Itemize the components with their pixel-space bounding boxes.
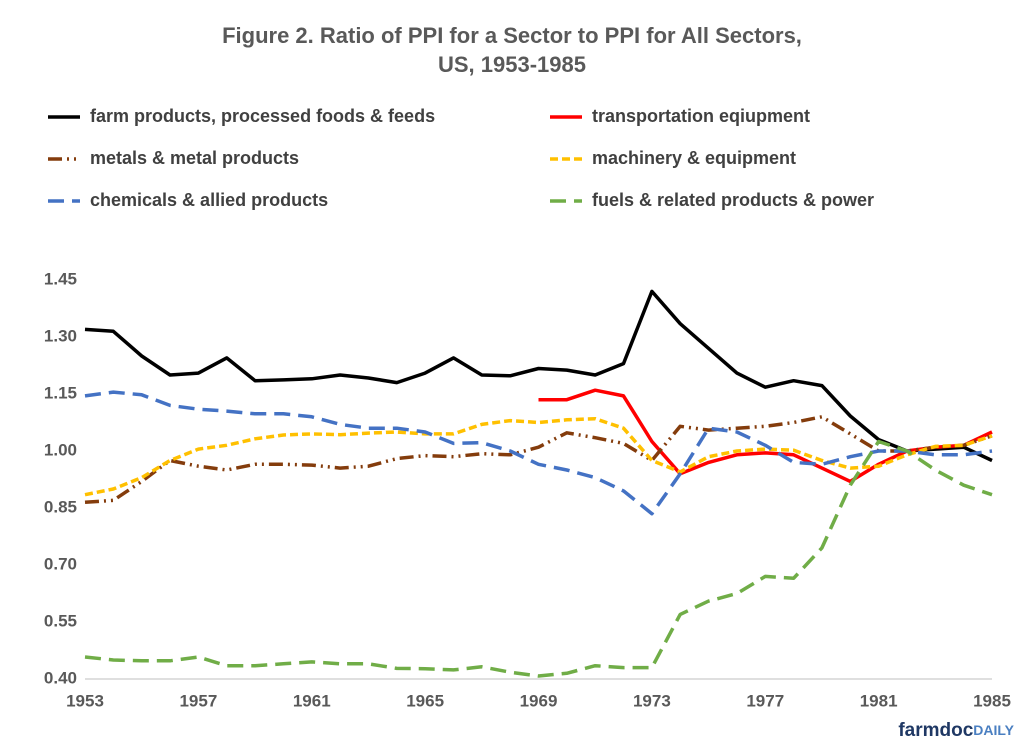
legend-label: fuels & related products & power [592,190,874,210]
brand-part: DAILY [973,722,1014,738]
y-tick-label: 1.45 [44,269,77,288]
legend-label: transportation eqiupment [592,106,810,126]
x-tick-label: 1965 [406,691,444,710]
brand-part: farmdoc [898,720,973,741]
legend-label: metals & metal products [90,148,299,168]
y-tick-label: 0.85 [44,497,77,516]
x-tick-label: 1973 [633,691,671,710]
x-tick-label: 1977 [746,691,784,710]
x-tick-label: 1985 [973,691,1011,710]
y-tick-label: 1.30 [44,326,77,345]
y-tick-label: 1.15 [44,383,77,402]
chart-title: Figure 2. Ratio of PPI for a Sector to P… [222,23,802,48]
y-tick-label: 0.70 [44,554,77,573]
brand: farmdocDAILY [898,720,1014,741]
series-line [84,415,993,505]
x-tick-label: 1953 [66,691,104,710]
legend-label: chemicals & allied products [90,190,328,210]
x-tick-label: 1981 [860,691,898,710]
y-tick-label: 0.55 [44,611,77,630]
legend-label: machinery & equipment [592,148,796,168]
x-tick-label: 1969 [520,691,558,710]
series-line [84,289,993,463]
y-tick-label: 1.00 [44,440,77,459]
chart-title: US, 1953-1985 [438,52,586,77]
series-line [84,439,993,678]
series-line [84,416,993,497]
x-tick-label: 1957 [179,691,217,710]
x-tick-label: 1961 [293,691,331,710]
legend-label: farm products, processed foods & feeds [90,106,435,126]
series-line [84,390,993,516]
y-tick-label: 0.40 [44,668,77,687]
